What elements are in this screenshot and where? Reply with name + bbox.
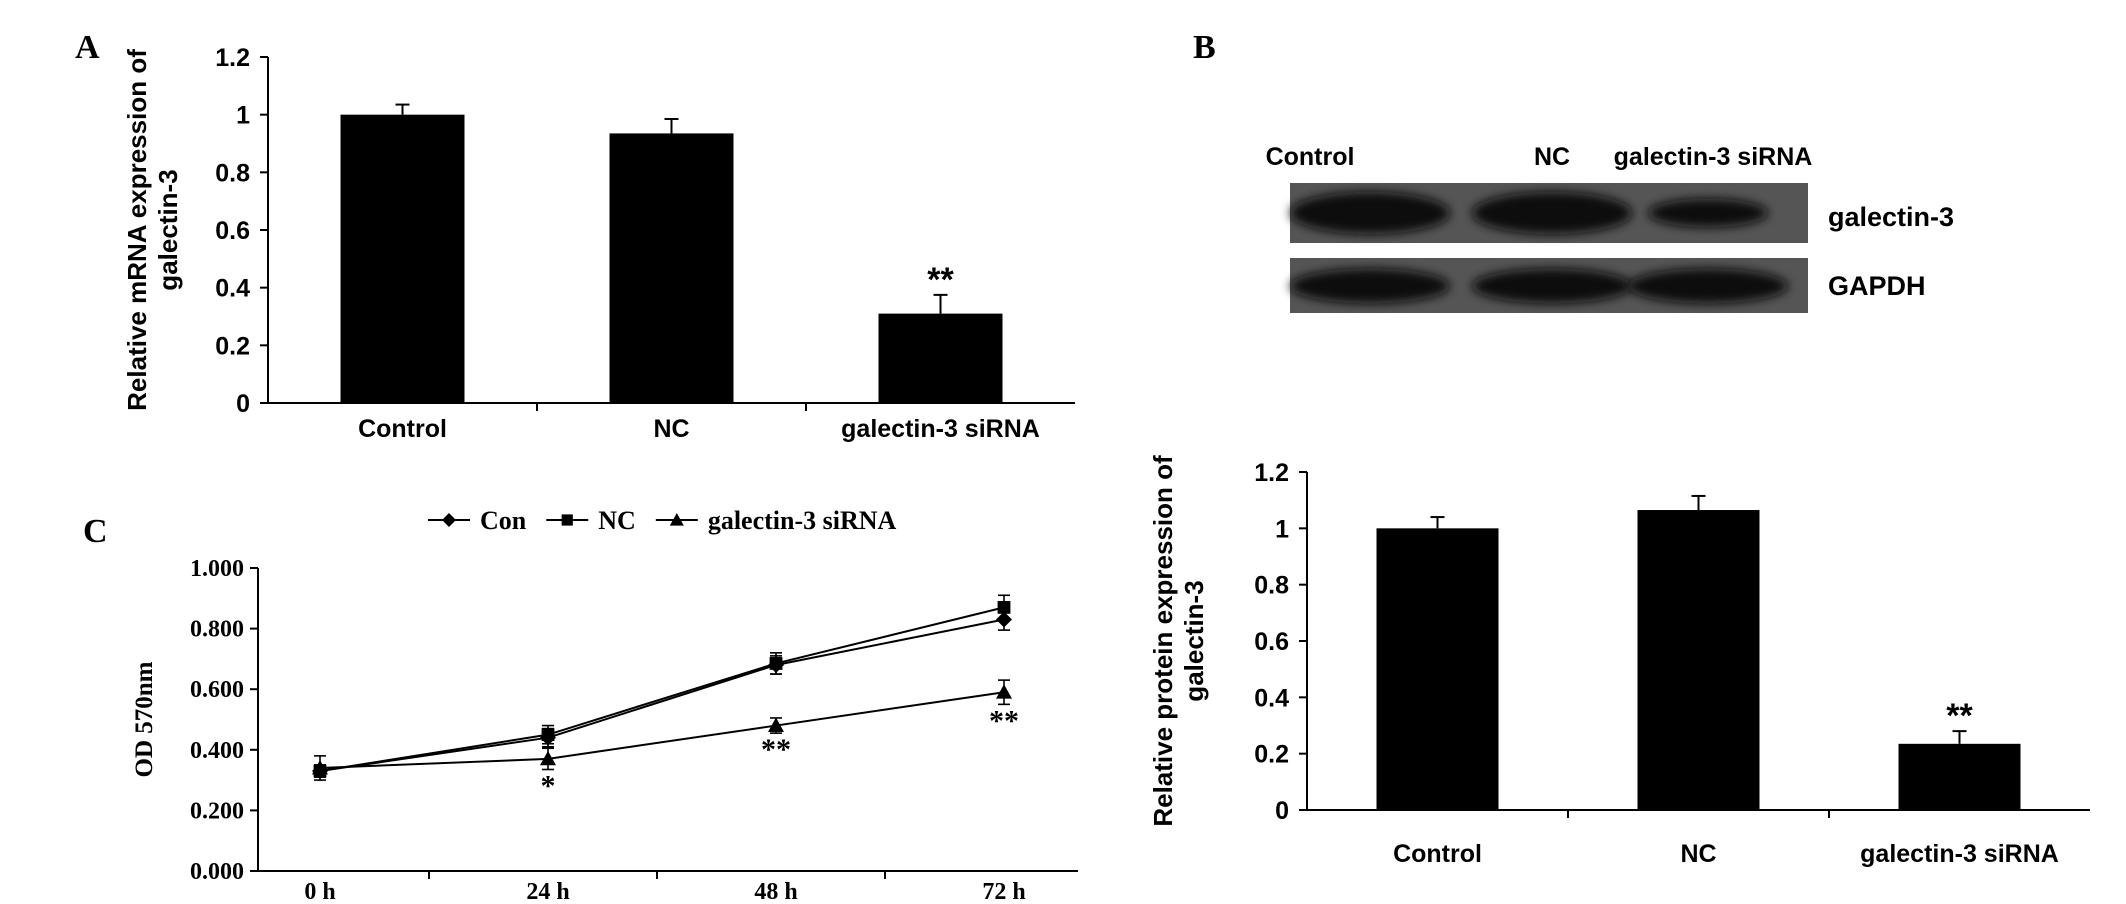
blot-lane-label: NC: [1534, 143, 1570, 171]
x-tick-label: 0 h: [304, 879, 335, 904]
blot-row-label: GAPDH: [1828, 271, 1926, 301]
chart-a-mrna: 0 0.2 0.4 0.6 0.8 1 1.2 Control NC galectin-3 siR…: [122, 44, 1075, 443]
data-point: [669, 513, 684, 526]
y-tick-label: 1: [236, 102, 250, 130]
y-tick-label: 0.2: [215, 332, 250, 360]
y-axis-label: OD 570nm: [131, 661, 158, 777]
panel-label-c: C: [83, 513, 108, 550]
y-tick-label: 0.000: [190, 859, 244, 885]
panel-label-a: A: [75, 29, 100, 66]
category-label: galectin-3 siRNA: [1860, 840, 2059, 868]
bar: [1898, 743, 2021, 810]
data-point: [996, 684, 1012, 699]
blot-band: [1472, 268, 1632, 304]
y-tick-label: 1.2: [1254, 459, 1289, 487]
blot-band: [1648, 198, 1768, 228]
blot-band: [1472, 191, 1632, 235]
y-tick-label: 0.2: [1254, 741, 1289, 769]
significance-label: **: [989, 704, 1019, 737]
x-tick-label: 72 h: [982, 879, 1025, 904]
significance-label: **: [927, 261, 954, 299]
significance-label: **: [1946, 697, 1973, 735]
y-tick-label: 0.600: [190, 677, 244, 703]
data-point: [768, 717, 784, 732]
data-point: [540, 750, 556, 766]
y-tick-label: 0.6: [1254, 628, 1289, 656]
bar: [878, 313, 1003, 403]
category-label: NC: [653, 415, 689, 443]
y-tick-label: 1.000: [190, 556, 244, 582]
bar: [1637, 510, 1760, 810]
legend-label: Con: [480, 506, 527, 535]
data-point: [769, 657, 783, 670]
data-point: [561, 514, 573, 526]
bar: [340, 114, 465, 404]
category-label: NC: [1680, 840, 1716, 868]
chart-b-protein: 0 0.2 0.4 0.6 0.8 1 1.2 Control NC galectin-3 siR…: [1148, 455, 2090, 868]
category-label: galectin-3 siRNA: [841, 415, 1040, 443]
y-tick-label: 0: [1275, 797, 1289, 825]
series-line: [319, 691, 1005, 769]
x-tick-label: 48 h: [754, 879, 797, 904]
legend-label: NC: [598, 506, 636, 535]
y-tick-label: 0: [236, 390, 250, 418]
western-blot: Control NC galectin-3 siRNA galectin-3 G…: [1266, 143, 1954, 313]
y-tick-label: 0.800: [190, 617, 244, 643]
category-label: Control: [1393, 840, 1482, 868]
y-tick-label: 0.400: [190, 738, 244, 764]
data-point: [541, 728, 555, 742]
legend-label: galectin-3 siRNA: [708, 506, 897, 535]
blot-lane-label: galectin-3 siRNA: [1614, 143, 1813, 171]
y-tick-label: 0.6: [215, 217, 250, 245]
y-tick-label: 0.200: [190, 798, 244, 824]
data-point: [442, 513, 456, 527]
data-point: [997, 600, 1011, 614]
y-tick-label: 0.8: [1254, 572, 1289, 600]
blot-row-label: galectin-3: [1828, 202, 1954, 232]
significance-label: *: [541, 769, 556, 802]
bar: [1376, 528, 1499, 810]
y-axis-label: Relative mRNA expression ofgalectin-3: [122, 49, 183, 411]
y-tick-label: 0.4: [215, 275, 250, 303]
blot-band: [1290, 268, 1450, 304]
panel-label-b: B: [1193, 29, 1216, 66]
category-label: Control: [358, 415, 447, 443]
chart-c-od: 0.000 0.200 0.400 0.600 0.800 1.000 0 h 24 h 48 …: [131, 506, 1078, 904]
blot-lane-label: Control: [1266, 143, 1355, 171]
blot-band: [1628, 268, 1788, 304]
y-axis-label: Relative protein expression ofgalectin-3: [1148, 455, 1209, 827]
series-line: [319, 618, 1005, 772]
y-tick-label: 0.4: [1254, 684, 1289, 712]
y-tick-label: 1: [1275, 515, 1289, 543]
series-line: [319, 606, 1005, 772]
data-point: [312, 759, 328, 775]
bar: [609, 133, 734, 404]
legend: Con NC galectin-3 siRNA: [428, 506, 897, 535]
x-tick-label: 24 h: [526, 879, 569, 904]
blot-band: [1290, 191, 1450, 235]
y-tick-label: 1.2: [215, 44, 250, 72]
significance-label: **: [761, 733, 791, 766]
y-tick-label: 0.8: [215, 159, 250, 187]
